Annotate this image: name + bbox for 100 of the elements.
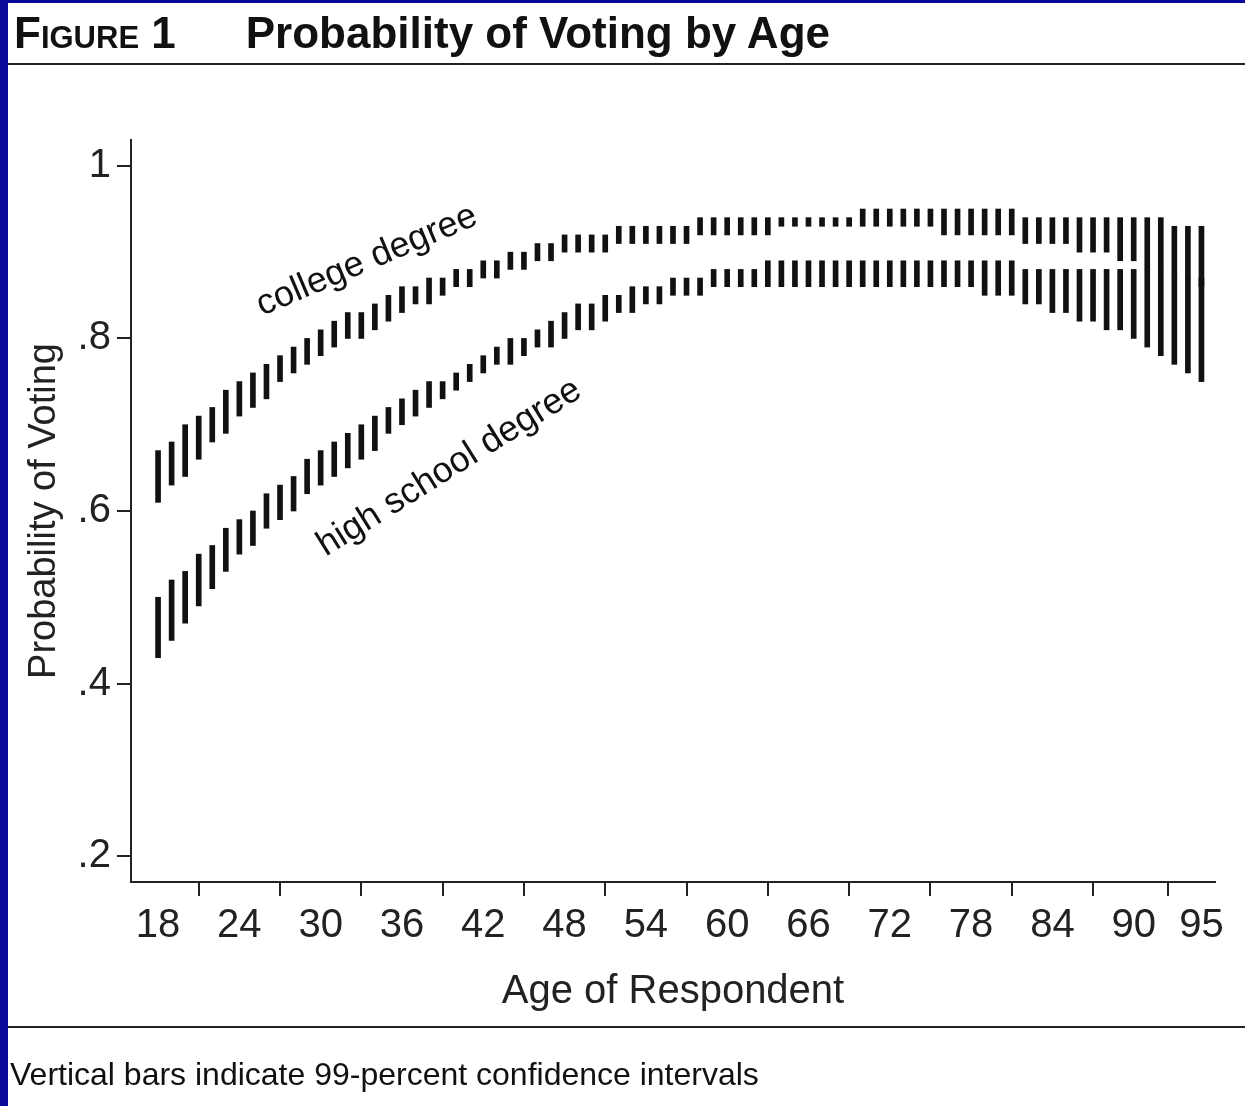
- chart-subtitle: Probability of Voting by Age: [245, 8, 830, 58]
- bar: [344, 312, 351, 339]
- bar: [954, 260, 961, 287]
- bar: [697, 277, 703, 296]
- bar: [575, 303, 581, 331]
- bar: [277, 484, 283, 520]
- bar: [372, 303, 378, 331]
- bar: [859, 260, 866, 287]
- bar: [304, 458, 310, 495]
- bar: [995, 208, 1002, 236]
- bar: [1063, 269, 1069, 313]
- bar: [195, 553, 202, 607]
- bar: [995, 260, 1002, 296]
- x-tick-label: 60: [704, 901, 750, 946]
- bar: [846, 260, 852, 287]
- bar: [670, 225, 676, 244]
- bar: [1022, 269, 1029, 305]
- bar: [941, 260, 947, 287]
- bar: [751, 269, 758, 287]
- bar: [426, 381, 432, 408]
- x-tick-label: 78: [948, 901, 994, 946]
- bar: [385, 407, 392, 434]
- bar: [1036, 217, 1042, 244]
- bar: [548, 243, 554, 262]
- bar: [737, 269, 744, 287]
- bar: [819, 260, 825, 287]
- x-tick-label: 30: [298, 901, 343, 946]
- x-tick-label: 95: [1179, 901, 1224, 946]
- bar: [629, 286, 636, 313]
- bar: [182, 571, 188, 624]
- bar: [182, 424, 188, 477]
- bar: [914, 260, 920, 287]
- bar: [466, 364, 473, 382]
- bar: [1008, 260, 1015, 296]
- bar: [222, 389, 229, 434]
- bar: [765, 260, 771, 287]
- bar: [521, 251, 527, 270]
- bar: [588, 234, 595, 253]
- bar: [629, 225, 636, 244]
- bar: [575, 234, 581, 253]
- x-tick-label: 90: [1111, 901, 1156, 946]
- x-tick-label: 54: [623, 901, 669, 946]
- bar: [209, 545, 216, 589]
- x-tick-label: 18: [135, 901, 181, 946]
- bar: [222, 527, 229, 572]
- bar: [155, 450, 161, 503]
- bar: [832, 260, 839, 287]
- bar: [1130, 217, 1137, 262]
- bar: [1063, 217, 1069, 244]
- bar: [873, 260, 880, 287]
- bar: [981, 260, 988, 296]
- x-tick-label: 84: [1030, 901, 1075, 946]
- bar: [385, 294, 392, 322]
- y-tick-label: .6: [77, 486, 111, 531]
- bar: [399, 398, 405, 426]
- bar: [317, 329, 324, 357]
- bar: [778, 260, 785, 287]
- bar: [941, 208, 947, 236]
- bar: [426, 277, 432, 305]
- bar: [344, 433, 351, 469]
- bar: [805, 260, 812, 287]
- bar: [643, 286, 649, 305]
- bar: [737, 217, 744, 236]
- bar: [507, 338, 514, 365]
- bar: [588, 303, 595, 331]
- bar: [493, 346, 500, 365]
- y-tick-label: 1: [88, 140, 111, 185]
- bar: [819, 217, 825, 227]
- bar: [832, 217, 839, 227]
- bar: [466, 269, 473, 287]
- bar: [1117, 269, 1123, 331]
- bar: [155, 596, 161, 658]
- y-tick-label: .8: [77, 313, 111, 358]
- y-tick-label: .2: [77, 831, 111, 876]
- bar: [263, 493, 270, 529]
- bar: [914, 208, 920, 227]
- bar: [480, 260, 487, 279]
- bar: [697, 217, 703, 236]
- bar: [250, 510, 256, 546]
- bar: [765, 217, 771, 236]
- bar: [358, 424, 365, 460]
- bar: [792, 260, 798, 287]
- bar: [859, 208, 866, 227]
- bar: [1049, 217, 1056, 244]
- bar: [521, 338, 527, 357]
- bar: [1130, 269, 1137, 339]
- bar: [968, 208, 974, 236]
- bar: [751, 217, 758, 236]
- bar: [331, 441, 338, 477]
- bar: [724, 269, 731, 287]
- bar: [643, 225, 649, 244]
- bar: [1117, 217, 1123, 262]
- bar: [724, 217, 731, 236]
- bar: [277, 355, 283, 382]
- bar: [250, 372, 256, 408]
- bar: [778, 217, 785, 227]
- bar: [873, 208, 880, 227]
- bar: [615, 225, 622, 244]
- y-tick-label: .4: [77, 658, 111, 703]
- bar: [602, 234, 609, 253]
